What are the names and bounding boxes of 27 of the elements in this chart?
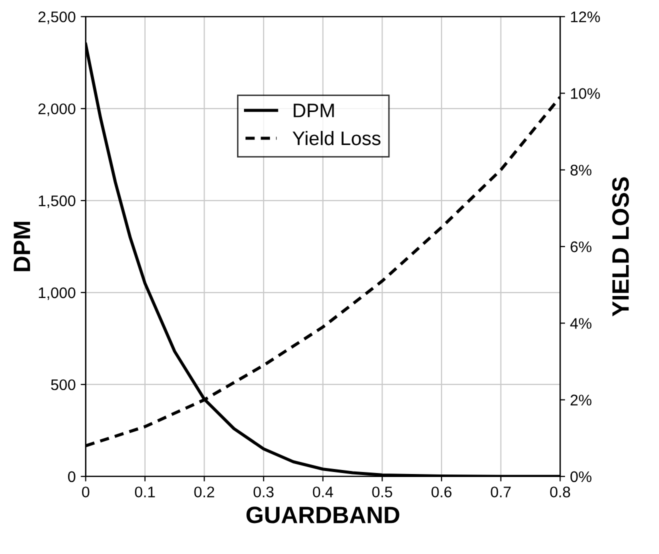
- y2-tick-label: 12%: [571, 11, 600, 22]
- y2-tick-label: 8%: [570, 164, 592, 176]
- x-tick-label: 0.6: [432, 486, 452, 498]
- y-tick-label: 500: [51, 379, 76, 390]
- y2-tick-label: 2%: [570, 394, 592, 406]
- y-tick-label: 2,500: [38, 11, 76, 24]
- x-tick-label: 0.8: [550, 486, 570, 498]
- legend-label: Yield Loss: [292, 130, 380, 146]
- y2-tick-label: 6%: [570, 241, 592, 252]
- x-tick-label: 0: [82, 486, 90, 498]
- y-tick-label: 1,000: [38, 287, 76, 300]
- x-tick-label: 0.5: [372, 486, 392, 498]
- x-tick-label: 0.3: [254, 486, 274, 498]
- y2-axis-title: YIELD LOSS: [612, 177, 629, 316]
- x-tick-label: 0.2: [194, 486, 214, 498]
- legend-label: DPM: [294, 104, 334, 118]
- y-tick-label: 0: [68, 471, 76, 482]
- y2-tick-label: 10%: [571, 88, 600, 99]
- y-tick-label: 2,000: [38, 103, 76, 116]
- y-tick-label: 1,500: [38, 195, 76, 208]
- x-tick-label: 0.1: [134, 486, 155, 498]
- x-tick-label: 0.7: [490, 486, 511, 498]
- y2-tick-label: 4%: [570, 318, 592, 329]
- x-axis-title: GUARDBAND: [246, 506, 400, 524]
- x-tick-label: 0.4: [312, 486, 334, 498]
- y2-tick-label: 0%: [570, 471, 592, 482]
- y-axis-title: DPM: [14, 222, 30, 272]
